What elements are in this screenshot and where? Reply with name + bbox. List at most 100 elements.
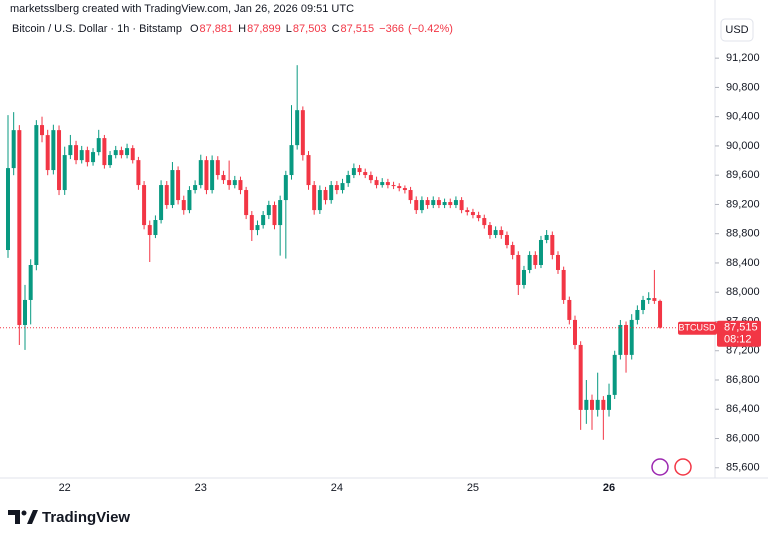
logo-mark xyxy=(8,510,20,524)
candle-body xyxy=(397,186,402,189)
event-icon[interactable] xyxy=(674,458,692,476)
candle-body xyxy=(482,218,487,226)
candle-body xyxy=(164,185,169,206)
candle-body xyxy=(23,299,28,325)
legend-key: O xyxy=(190,23,199,35)
y-tick-label: 86,000 xyxy=(726,432,760,444)
candle-body xyxy=(493,230,498,236)
candle-body xyxy=(181,200,186,211)
candle-body xyxy=(244,190,249,216)
legend-value: 87,515 xyxy=(341,23,375,35)
candle-body xyxy=(374,180,379,186)
change: −366 xyxy=(379,23,404,35)
symbol-tag: BTCUSD xyxy=(678,323,716,333)
symbol-tag-bg xyxy=(678,321,717,335)
candle-body xyxy=(51,130,56,171)
y-tick-label: 85,600 xyxy=(726,462,760,474)
candle-body xyxy=(641,299,646,310)
logo-dot xyxy=(21,510,27,516)
candle-body xyxy=(187,190,192,211)
x-tick-label: 22 xyxy=(59,482,71,494)
candle-body xyxy=(346,175,351,184)
candle-body xyxy=(102,138,107,166)
currency-button[interactable] xyxy=(720,18,754,42)
candle-body xyxy=(624,324,629,355)
last-price-bg xyxy=(717,320,761,347)
attribution: marketsslberg created with TradingView.c… xyxy=(10,3,354,15)
candle-body xyxy=(255,225,260,231)
candle-body xyxy=(380,182,385,186)
candle-body xyxy=(306,155,311,186)
candle-body xyxy=(79,150,84,161)
candle-body xyxy=(170,170,175,206)
candle-body xyxy=(595,399,600,410)
candle-body xyxy=(210,160,215,191)
legend-value: 87,503 xyxy=(293,23,327,35)
candle-body xyxy=(130,148,135,161)
candle-body xyxy=(68,145,73,156)
candle-body xyxy=(340,183,345,191)
candle-body xyxy=(459,200,464,211)
y-tick-label: 88,800 xyxy=(726,228,760,240)
countdown: 08:12 xyxy=(724,334,752,346)
candle-body xyxy=(312,185,317,211)
candle-body xyxy=(612,354,617,395)
candle-body xyxy=(295,110,300,146)
symbol: Bitcoin / U.S. Dollar · 1h · Bitstamp xyxy=(12,23,182,35)
candle-body xyxy=(419,200,424,211)
candle-body xyxy=(544,235,549,240)
last-price-label: 87,515 xyxy=(724,322,758,334)
candle-body xyxy=(561,269,566,300)
candle-body xyxy=(402,188,407,191)
candle-body xyxy=(136,160,141,186)
candle-body xyxy=(465,210,470,213)
y-tick-label: 89,200 xyxy=(726,198,760,210)
candle-body xyxy=(142,185,147,226)
brand: TradingView xyxy=(42,509,130,526)
candle-body xyxy=(363,172,368,176)
candle-body xyxy=(368,175,373,181)
candle-body xyxy=(215,160,220,176)
candle-body xyxy=(538,239,543,266)
candle-body xyxy=(272,205,277,226)
candle-body xyxy=(499,230,504,236)
legend-key: L xyxy=(286,23,292,35)
candle-body xyxy=(453,200,458,206)
x-tick-label: 23 xyxy=(195,482,207,494)
candle-body xyxy=(119,150,124,156)
candle-body xyxy=(555,254,560,270)
candle-body xyxy=(85,150,90,163)
candle-body xyxy=(266,205,271,216)
brand-logo: TradingView xyxy=(8,509,130,526)
y-tick-label: 91,200 xyxy=(726,52,760,64)
candle-body xyxy=(521,269,526,285)
candle-body xyxy=(510,245,515,255)
candle-body xyxy=(504,235,509,246)
candle-body xyxy=(28,265,33,300)
candle-body xyxy=(300,110,305,156)
candle-body xyxy=(487,225,492,236)
candle-body xyxy=(62,155,67,191)
candle-body xyxy=(408,190,413,201)
candle-body xyxy=(261,215,266,226)
candle-body xyxy=(204,160,209,191)
candle-body xyxy=(176,170,181,201)
candle-body xyxy=(584,399,589,410)
candle-body xyxy=(618,324,623,355)
legend-key: C xyxy=(332,23,340,35)
candle-body xyxy=(567,299,572,320)
candle-body xyxy=(385,182,390,186)
candle-body xyxy=(516,254,521,285)
candle-body xyxy=(351,168,356,176)
candle-body xyxy=(601,399,606,410)
candle-body xyxy=(527,254,532,270)
y-tick-label: 89,600 xyxy=(726,169,760,181)
event-icon[interactable] xyxy=(651,458,669,476)
candle-body xyxy=(96,138,101,153)
currency[interactable]: USD xyxy=(725,24,748,36)
y-tick-label: 88,000 xyxy=(726,286,760,298)
candle-body xyxy=(550,235,555,255)
candle-body xyxy=(283,175,288,201)
candle-body xyxy=(470,212,475,216)
